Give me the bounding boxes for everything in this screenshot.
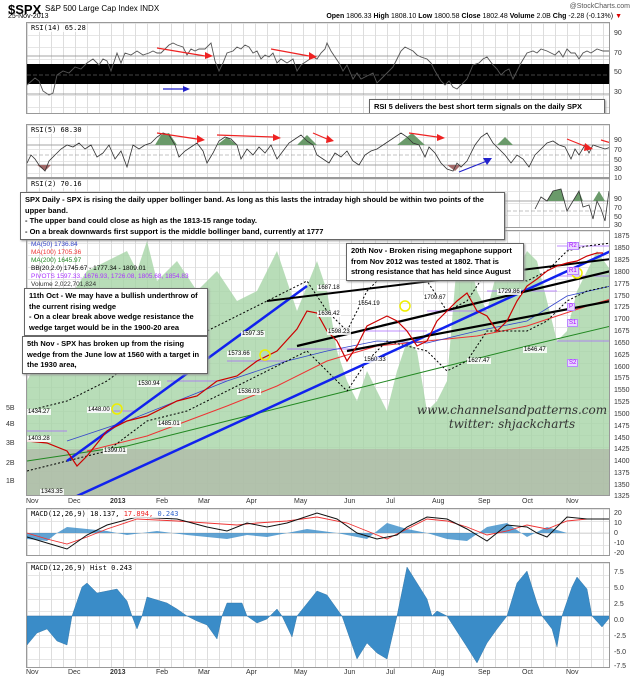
rsi5-label: RSI(5) 68.30 (31, 126, 82, 134)
macd-label: MACD(12,26,9) 18.137, 17.894, 0.243 (31, 510, 179, 518)
price-x-axis: Nov Dec 2013 Feb Mar Apr May Jun Jul Aug Sep Oct Nov (26, 498, 579, 505)
brand-link[interactable]: @StockCharts.com (569, 3, 630, 10)
nov20-note: 20th Nov - Broken rising megaphone suppo… (346, 243, 524, 281)
down-arrow-icon: ▼ (615, 13, 622, 20)
macd-plot (27, 512, 609, 550)
rsi2-label: RSI(2) 70.16 (31, 180, 82, 188)
symbol: $SPX (8, 2, 42, 17)
rsi5-panel: RSI(5) 68.30 (26, 124, 610, 178)
volume-bars (27, 449, 609, 495)
chart-date: 25-Nov-2013 (8, 13, 49, 20)
symbol-name: S&P 500 Large Cap Index INDX (45, 4, 160, 13)
ohlc-summary: Open 1806.33 High 1808.10 Low 1800.58 Cl… (326, 13, 622, 20)
watermark: www.channelsandpatterns.com twitter: shja… (416, 403, 608, 431)
macd-hist-plot (27, 566, 609, 664)
macd-panel: MACD(12,26,9) 18.137, 17.894, 0.243 (26, 508, 610, 556)
rsi5-plot (27, 132, 609, 173)
nov5-note: 5th Nov - SPX has broken up from the ris… (22, 336, 208, 374)
macd-hist-label: MACD(12,26,9) Hist 0.243 (31, 564, 133, 572)
oct11-note: 11th Oct - We may have a bullish underth… (24, 288, 208, 336)
rsi5-note: RSI 5 delivers the best short term signa… (369, 99, 605, 113)
rsi14-plot (27, 41, 609, 96)
price-panel: $SPX (Daily) 1802.48 MA(50) 1736.84 MA(1… (26, 230, 610, 496)
chart-header: $SPX S&P 500 Large Cap Index INDX 25-Nov… (0, 0, 640, 20)
hist-x-axis: Nov Dec 2013 Feb Mar Apr May Jun Jul Aug Sep Oct Nov (26, 669, 579, 676)
macd-hist-panel: MACD(12,26,9) Hist 0.243 (26, 562, 610, 668)
daily-note: SPX Daily - SPX is rising the daily uppe… (20, 192, 505, 240)
rsi14-panel: RSI(14) 65.28 RSI 5 delivers the best sh… (26, 22, 610, 114)
rsi14-label: RSI(14) 65.28 (31, 24, 86, 32)
